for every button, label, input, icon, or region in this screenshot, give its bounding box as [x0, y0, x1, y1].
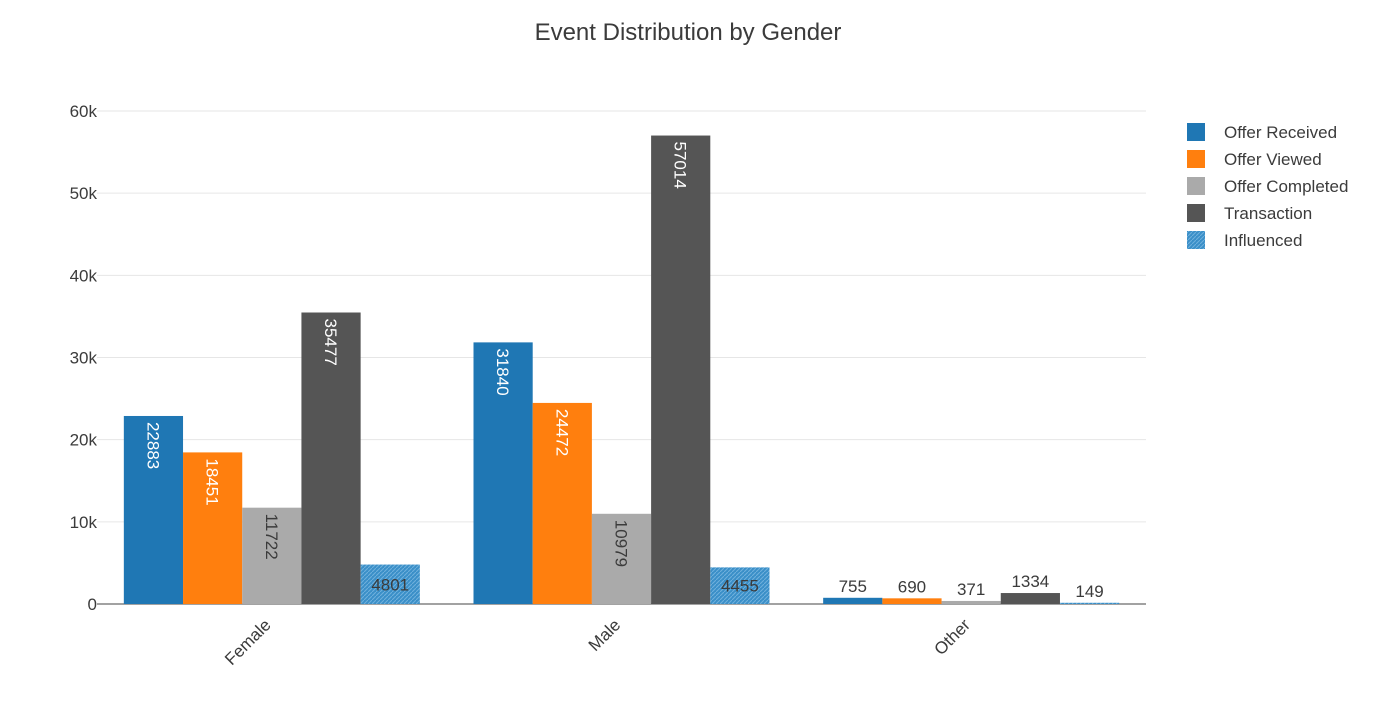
- bar-value-label: 4455: [721, 577, 759, 596]
- bar-value-label: 24472: [552, 409, 571, 456]
- x-tick-label: Female: [221, 615, 275, 669]
- bar-value-label: 31840: [493, 348, 512, 395]
- chart-title: Event Distribution by Gender: [535, 19, 842, 46]
- bar-labels: 22883 18451 11722 35477 4801 31840 24472 10979 5…: [143, 142, 1103, 601]
- legend-swatch[interactable]: [1187, 150, 1205, 168]
- bar-value-label: 11722: [262, 514, 281, 560]
- y-tick-label: 50k: [70, 184, 98, 203]
- bar-female-offer-completed[interactable]: [242, 507, 302, 604]
- bar-female-transaction[interactable]: [301, 312, 361, 604]
- bar-other-influenced[interactable]: [1059, 602, 1120, 604]
- legend-swatch[interactable]: [1187, 177, 1205, 195]
- x-axis-ticks: Female Male Other: [221, 615, 974, 669]
- bar-female-offer-received[interactable]: [123, 415, 184, 604]
- bar-value-label: 4801: [371, 575, 409, 594]
- bar-value-label: 22883: [143, 422, 162, 469]
- legend-label[interactable]: Offer Completed: [1224, 177, 1348, 196]
- y-tick-label: 40k: [70, 266, 98, 285]
- legend-swatch[interactable]: [1187, 123, 1205, 141]
- bar-other-transaction[interactable]: [1000, 593, 1060, 604]
- bar-value-label: 1334: [1011, 572, 1049, 591]
- bar-value-label: 371: [957, 580, 985, 599]
- bar-female-influenced[interactable]: [360, 564, 420, 604]
- legend-swatch[interactable]: [1187, 204, 1205, 222]
- bar-male-influenced[interactable]: [710, 567, 770, 604]
- bar-value-label: 690: [898, 577, 926, 596]
- y-tick-label: 20k: [70, 431, 98, 450]
- legend-swatch[interactable]: [1187, 231, 1205, 249]
- bar-value-label: 755: [839, 577, 867, 596]
- legend-label[interactable]: Transaction: [1224, 204, 1312, 223]
- legend-label[interactable]: Influenced: [1224, 231, 1302, 250]
- y-tick-label: 0: [88, 595, 97, 614]
- bars: [123, 135, 1120, 604]
- x-tick-label: Male: [585, 615, 624, 654]
- bar-value-label: 10979: [612, 520, 631, 567]
- bar-value-label: 18451: [203, 458, 222, 505]
- y-tick-label: 30k: [70, 349, 98, 368]
- bar-female-offer-viewed[interactable]: [183, 452, 243, 604]
- bar-value-label: 149: [1075, 582, 1103, 601]
- y-axis-ticks: 0 10k 20k 30k 40k 50k 60k: [70, 102, 98, 614]
- bar-male-offer-received[interactable]: [473, 342, 533, 604]
- bar-male-transaction[interactable]: [651, 135, 711, 604]
- legend-label[interactable]: Offer Viewed: [1224, 150, 1322, 169]
- legend-label[interactable]: Offer Received: [1224, 123, 1337, 142]
- bar-male-offer-viewed[interactable]: [532, 402, 592, 604]
- y-tick-label: 60k: [70, 102, 98, 121]
- x-tick-label: Other: [930, 615, 974, 659]
- bar-male-offer-completed[interactable]: [591, 513, 652, 604]
- bar-value-label: 35477: [321, 318, 340, 365]
- legend: Offer Received Offer Viewed Offer Complete…: [1187, 123, 1348, 250]
- bar-value-label: 57014: [671, 142, 690, 189]
- bar-other-offer-received[interactable]: [823, 597, 883, 604]
- bar-other-offer-viewed[interactable]: [882, 598, 942, 604]
- bar-other-offer-completed[interactable]: [941, 600, 1001, 604]
- y-tick-label: 10k: [70, 513, 98, 532]
